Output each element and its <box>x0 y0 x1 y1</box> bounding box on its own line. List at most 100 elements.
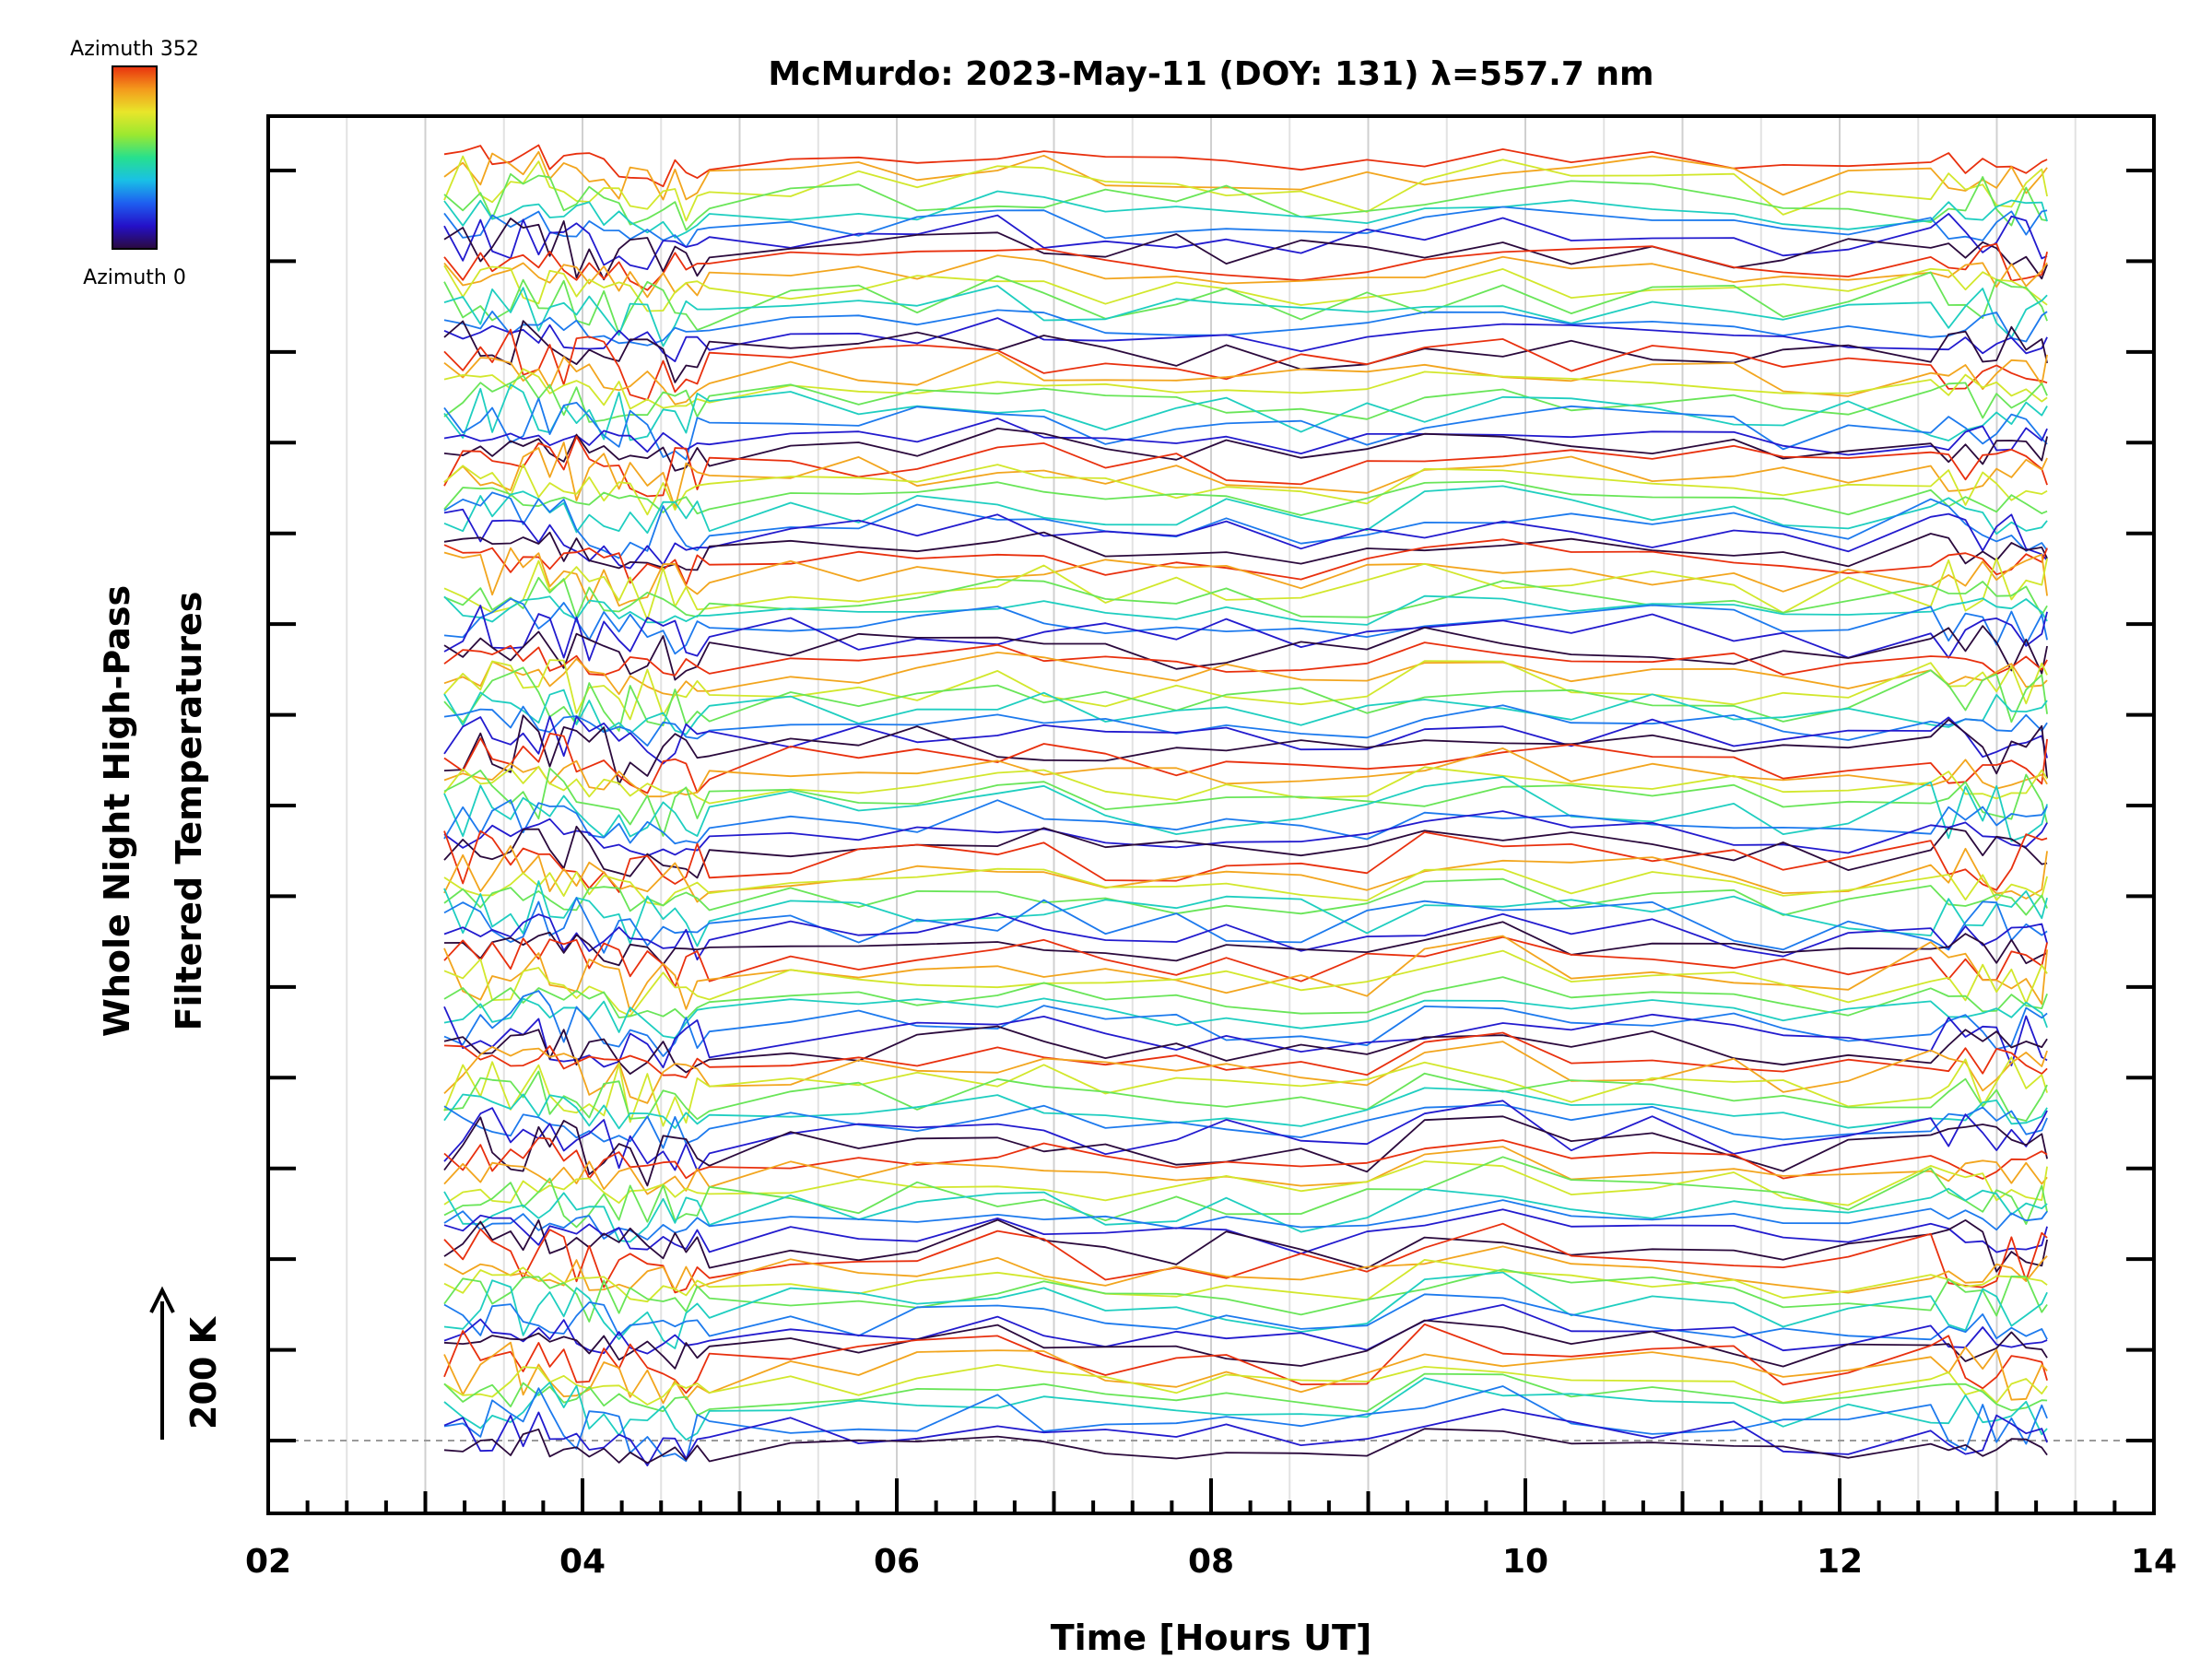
series-line <box>443 1006 2048 1069</box>
series-line <box>443 867 2048 907</box>
series-line <box>443 1245 2048 1294</box>
series-line <box>443 897 2048 954</box>
series-line <box>443 271 2048 335</box>
series-line <box>443 1056 2048 1127</box>
gridlines <box>346 116 2077 1513</box>
series-line <box>443 799 2048 845</box>
x-tick-label: 08 <box>1188 1543 1234 1581</box>
series-line <box>443 949 2048 1018</box>
series-line <box>443 317 2048 363</box>
series-line <box>443 417 2048 456</box>
series-line <box>443 877 2048 916</box>
series-group <box>443 144 2048 1466</box>
series-line <box>443 1136 2048 1180</box>
series-line <box>443 732 2048 794</box>
series-line <box>443 1222 2048 1294</box>
series-line <box>443 1293 2048 1341</box>
series-line <box>443 880 2048 947</box>
series-line <box>443 1271 2048 1349</box>
series-line <box>443 1115 2048 1187</box>
x-tick-label: 04 <box>559 1543 606 1581</box>
series-line <box>443 1385 2048 1463</box>
x-axis-ticks <box>266 1478 2156 1513</box>
series-line <box>443 605 2048 662</box>
series-line <box>443 845 2048 903</box>
series-line <box>443 1408 2048 1466</box>
series-line <box>443 641 2048 677</box>
series-line <box>443 242 2048 291</box>
series-line <box>443 1087 2048 1130</box>
series-line <box>443 172 2048 231</box>
series-line <box>443 912 2048 961</box>
series-line <box>443 659 2048 721</box>
x-tick-label: 06 <box>874 1543 920 1581</box>
series-line <box>443 285 2048 347</box>
colorbar-top-label: Azimuth 352 <box>70 38 199 61</box>
series-line <box>443 935 2048 988</box>
series-line <box>443 309 2048 347</box>
series-line <box>443 976 2048 1020</box>
x-tick-label: 14 <box>2131 1543 2177 1581</box>
series-line <box>443 1218 2048 1273</box>
x-tick-label: 12 <box>1817 1543 1863 1581</box>
series-line <box>443 767 2048 837</box>
y-axis-label-line-1: Whole Night High-Pass <box>97 585 137 1037</box>
series-line <box>443 265 2048 312</box>
series-line <box>443 254 2048 299</box>
x-tick-label: 02 <box>245 1543 291 1581</box>
series-line <box>443 1341 2048 1405</box>
series-line <box>443 190 2048 239</box>
series-line <box>443 1199 2048 1241</box>
series-line <box>443 1324 2048 1394</box>
series-line <box>443 666 2048 732</box>
x-tick-labels: 02 04 06 08 10 12 14 <box>245 1543 2177 1581</box>
series-line <box>443 397 2048 461</box>
series-line <box>443 1208 2048 1254</box>
series-line <box>443 1259 2048 1303</box>
series-line <box>443 715 2048 765</box>
series-line <box>443 206 2048 249</box>
scale-arrow-head <box>149 1286 175 1313</box>
colorbar: Azimuth 352 Azimuth 0 <box>70 38 199 289</box>
series-line <box>443 1319 2048 1370</box>
colorbar-gradient <box>112 65 158 250</box>
series-line <box>443 374 2048 423</box>
series-line <box>443 547 2048 607</box>
series-line <box>443 328 2048 401</box>
series-line <box>443 652 2048 697</box>
series-line <box>443 1303 2048 1355</box>
scale-indicator: 200 K <box>149 1286 224 1440</box>
series-line <box>443 997 2048 1040</box>
series-line <box>443 810 2048 857</box>
series-line <box>443 1041 2048 1104</box>
series-line <box>443 688 2048 735</box>
series-line <box>443 1156 2048 1229</box>
chart-title: McMurdo: 2023-May-11 (DOY: 131) λ=557.7 … <box>768 55 1653 93</box>
series-line <box>443 921 2048 967</box>
series-line <box>443 825 2048 879</box>
colorbar-bottom-label: Azimuth 0 <box>83 266 186 289</box>
series-line <box>443 1146 2048 1195</box>
series-line <box>443 320 2048 383</box>
y-axis-label: Whole Night High-Pass Filtered Temperatu… <box>97 585 209 1037</box>
series-line <box>443 155 2048 222</box>
series-line <box>443 1031 2048 1078</box>
series-line <box>443 935 2048 1013</box>
series-line <box>443 1070 2048 1122</box>
x-axis-label: Time [Hours UT] <box>1051 1618 1372 1658</box>
series-line <box>443 1160 2048 1206</box>
series-line <box>443 765 2048 805</box>
y-axis-ticks <box>268 169 2154 1442</box>
series-line <box>443 508 2048 570</box>
x-tick-label: 10 <box>1502 1543 1548 1581</box>
series-line <box>443 144 2048 188</box>
series-line <box>443 714 2048 785</box>
series-line <box>443 1187 2048 1243</box>
series-line <box>443 538 2048 586</box>
series-line <box>443 597 2048 655</box>
series-line <box>443 625 2048 681</box>
series-line <box>443 576 2048 618</box>
series-line <box>443 463 2048 516</box>
y-axis-label-line-2: Filtered Temperatures <box>169 592 209 1031</box>
